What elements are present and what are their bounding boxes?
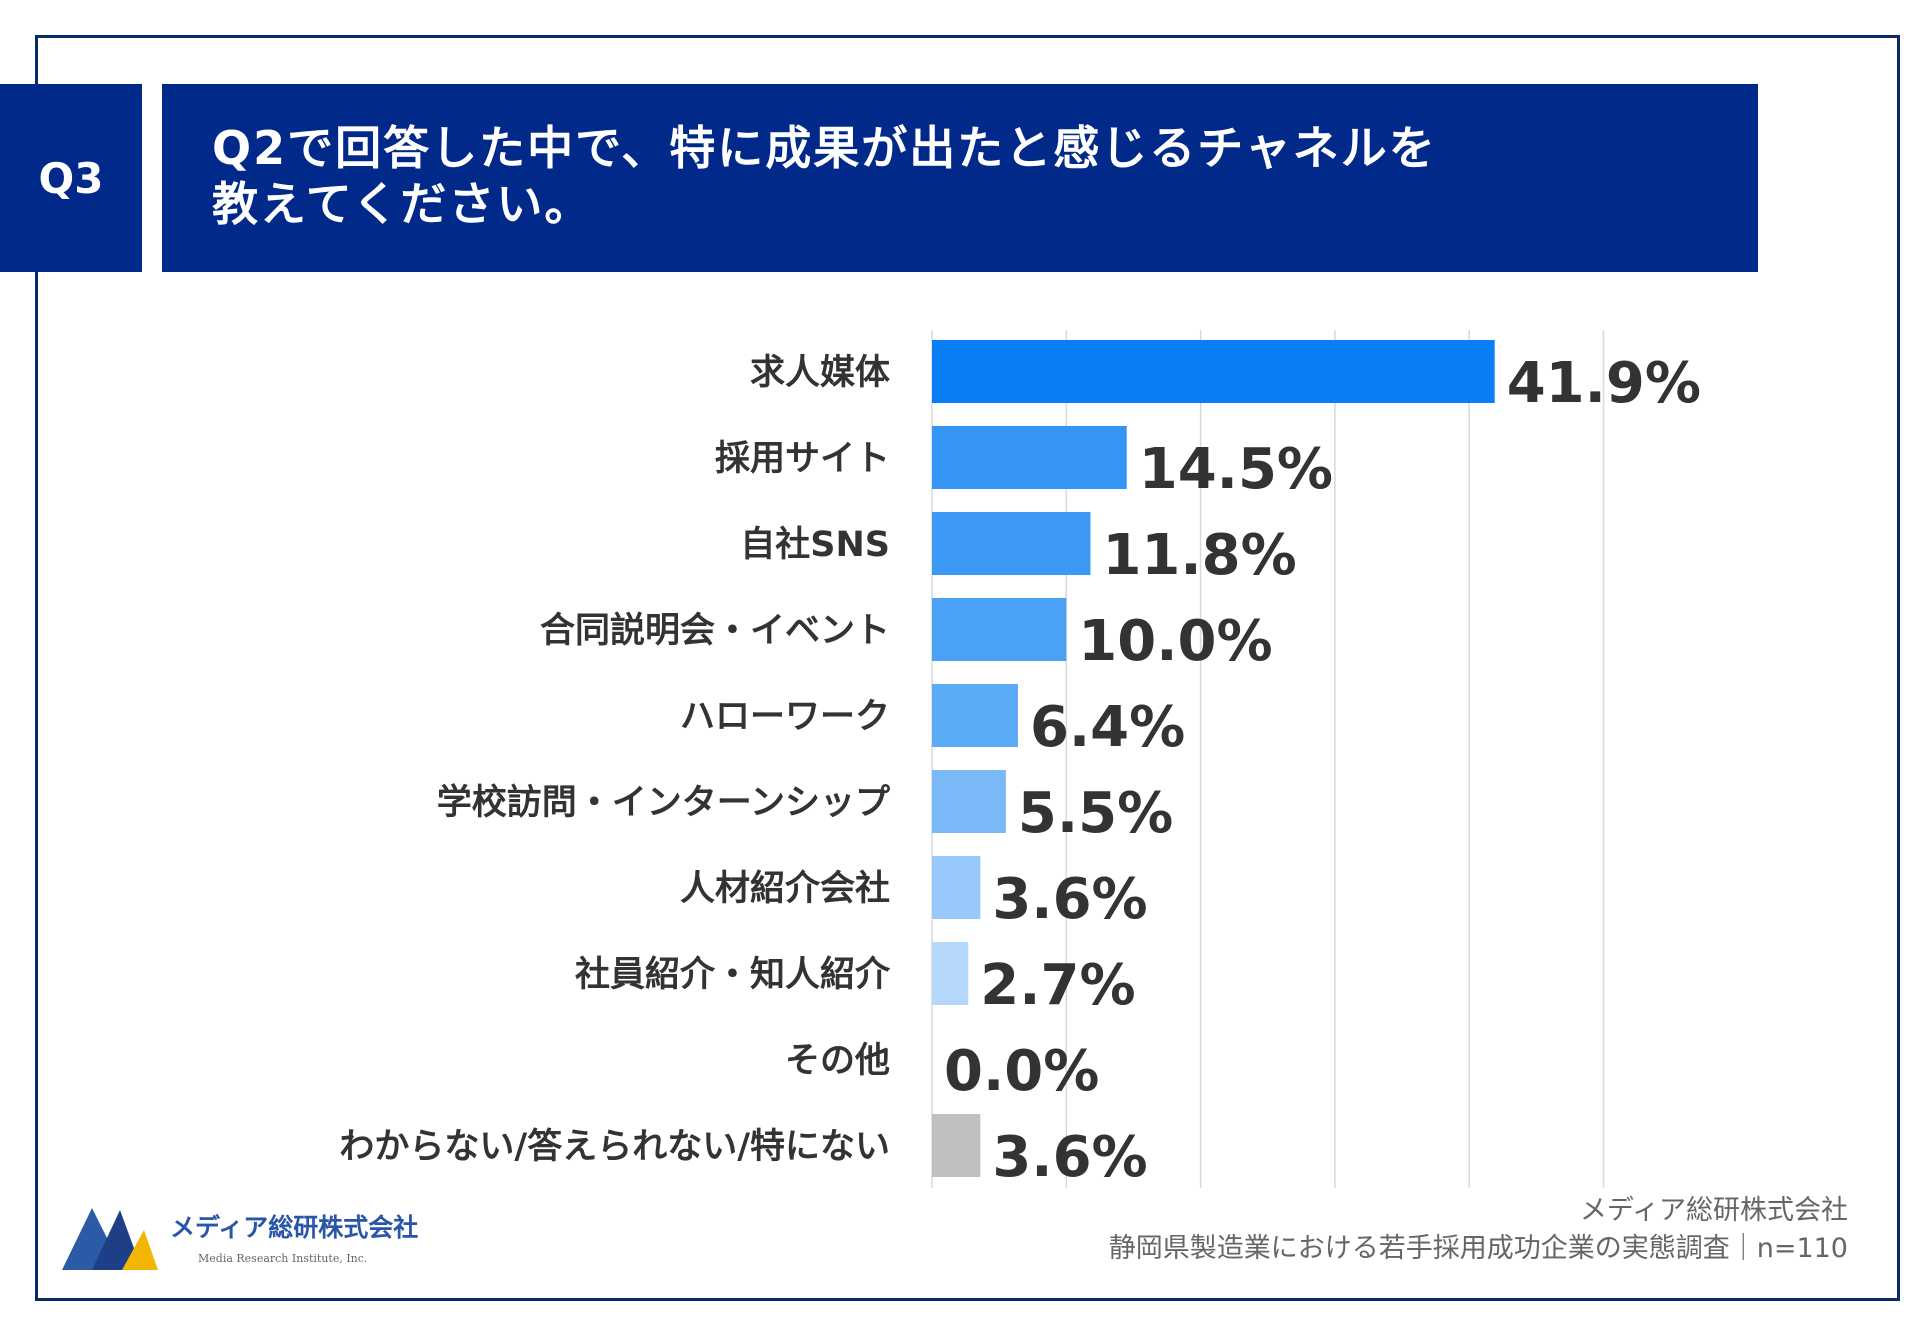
bar (932, 942, 969, 1005)
bar (932, 1114, 981, 1177)
value-label: 41.9% (1507, 351, 1701, 416)
category-label: 人材紹介会社 (680, 869, 890, 909)
category-label: その他 (785, 1041, 890, 1081)
value-label: 3.6% (992, 867, 1147, 932)
question-title: Q2で回答した中で、特に成果が出たと感じるチャネルを 教えてください。 (212, 121, 1437, 231)
bar (932, 426, 1127, 489)
logo-mark-icon (62, 1208, 158, 1270)
value-label: 2.7% (980, 953, 1135, 1018)
value-label: 0.0% (944, 1039, 1099, 1104)
category-label: ハローワーク (680, 697, 890, 737)
category-label: 求人媒体 (750, 353, 890, 393)
category-label: 学校訪問・インターンシップ (437, 782, 890, 823)
value-label: 11.8% (1102, 523, 1296, 588)
value-label: 5.5% (1018, 781, 1173, 846)
source-survey: 静岡県製造業における若手採用成功企業の実態調査｜n=110 (1108, 1233, 1848, 1264)
category-label: 自社SNS (740, 525, 890, 565)
value-label: 3.6% (992, 1125, 1147, 1190)
bar (932, 512, 1091, 575)
value-label: 6.4% (1030, 695, 1185, 760)
chart-frame (35, 35, 1900, 1301)
company-logo: メディア総研株式会社 Media Research Institute, Inc… (62, 1200, 418, 1280)
category-label: 採用サイト (715, 439, 890, 479)
value-label: 10.0% (1078, 609, 1272, 674)
value-label: 14.5% (1139, 437, 1333, 502)
bar (932, 770, 1006, 833)
category-label: わからない/答えられない/特にない (339, 1127, 890, 1167)
question-badge: Q3 (0, 84, 142, 272)
logo-subtitle: Media Research Institute, Inc. (198, 1252, 368, 1265)
category-label: 合同説明会・イベント (540, 611, 890, 651)
bar (932, 856, 981, 919)
bar (932, 598, 1067, 661)
source-company: メディア総研株式会社 (1579, 1195, 1848, 1226)
logo-name: メディア総研株式会社 (170, 1213, 419, 1242)
question-title-box: Q2で回答した中で、特に成果が出たと感じるチャネルを 教えてください。 (162, 84, 1758, 272)
bar (932, 340, 1495, 403)
bar (932, 684, 1018, 747)
source-note: メディア総研株式会社 静岡県製造業における若手採用成功企業の実態調査｜n=110 (1109, 1192, 1848, 1268)
category-label: 社員紹介・知人紹介 (575, 955, 891, 995)
